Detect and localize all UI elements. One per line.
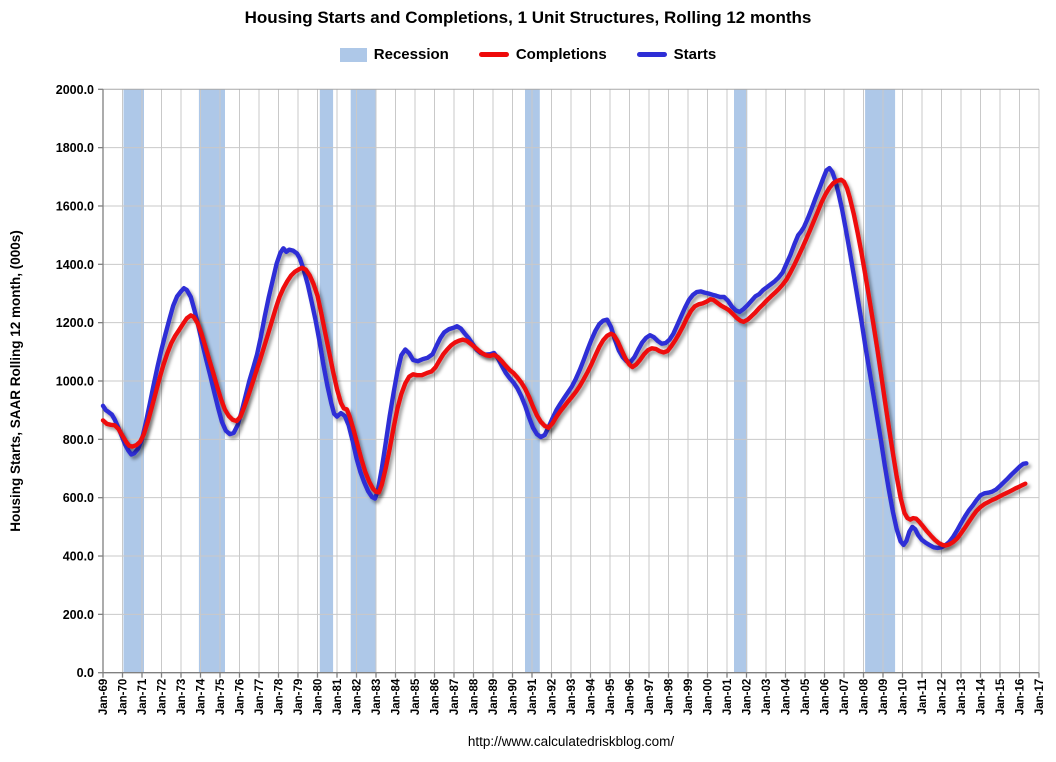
legend-label-recession: Recession: [373, 46, 449, 63]
x-tick-label: Jan-92: [547, 679, 559, 715]
chart-title: Housing Starts and Completions, 1 Unit S…: [244, 8, 812, 27]
x-tick-label: Jan-01: [722, 678, 734, 715]
x-tick-label: Jan-02: [742, 679, 754, 715]
y-tick-label: 0.0: [77, 666, 94, 680]
x-tick-label: Jan-83: [371, 679, 383, 715]
completions-swatch: [478, 52, 509, 57]
y-tick-label: 600.0: [63, 491, 94, 505]
x-tick-label: Jan-04: [781, 678, 793, 715]
y-tick-label: 1400.0: [56, 258, 94, 272]
x-tick-label: Jan-91: [527, 678, 539, 715]
x-tick-label: Jan-10: [898, 679, 910, 715]
x-tick-label: Jan-15: [995, 678, 1007, 715]
x-tick-label: Jan-70: [118, 679, 130, 715]
y-tick-label: 1200.0: [56, 316, 94, 330]
x-tick-label: Jan-85: [410, 678, 422, 715]
x-tick-label: Jan-16: [1015, 679, 1027, 715]
x-tick-label: Jan-80: [313, 679, 325, 715]
x-tick-label: Jan-88: [469, 678, 481, 715]
x-tick-label: Jan-78: [274, 678, 286, 715]
legend-item-starts: Starts: [636, 46, 717, 63]
y-tick-label: 800.0: [63, 433, 94, 447]
starts-line: [100, 165, 1029, 551]
y-tick-label: 1800.0: [56, 141, 94, 155]
x-tick-label: Jan-71: [137, 678, 149, 715]
x-tick-label: Jan-11: [917, 678, 929, 714]
x-tick-label: Jan-89: [488, 679, 500, 715]
x-tick-label: Jan-75: [215, 678, 227, 715]
x-tick-label: Jan-69: [98, 679, 110, 715]
x-tick-label: Jan-76: [235, 679, 247, 715]
x-tick-label: Jan-73: [176, 679, 188, 715]
x-tick-label: Jan-87: [449, 679, 461, 715]
y-tick-label: 2000.0: [56, 83, 94, 97]
x-tick-label: Jan-17: [1034, 679, 1046, 715]
recession-swatch: [339, 47, 367, 62]
x-tick-label: Jan-98: [664, 678, 676, 715]
x-tick-label: Jan-99: [683, 679, 695, 715]
x-tick-label: Jan-82: [352, 679, 364, 715]
x-tick-label: Jan-94: [586, 678, 598, 715]
x-tick-label: Jan-07: [839, 679, 851, 715]
y-axis-title: Housing Starts, SAAR Rolling 12 month, (…: [8, 230, 23, 532]
legend: Recession Completions Starts: [0, 46, 1056, 63]
x-tick-label: Jan-77: [254, 679, 266, 715]
x-tick-label: Jan-81: [332, 678, 344, 715]
x-tick-label: Jan-00: [703, 679, 715, 715]
x-tick-label: Jan-93: [566, 679, 578, 715]
completions-line: [100, 177, 1028, 548]
x-tick-label: Jan-86: [430, 679, 442, 715]
legend-item-recession: Recession: [339, 46, 449, 63]
x-tick-label: Jan-74: [196, 678, 208, 715]
x-tick-label: Jan-97: [644, 679, 656, 715]
x-tick-label: Jan-95: [605, 678, 617, 715]
x-tick-label: Jan-05: [800, 678, 812, 715]
x-tick-label: Jan-06: [820, 679, 832, 715]
x-tick-label: Jan-03: [761, 679, 773, 715]
x-tick-label: Jan-14: [976, 678, 988, 715]
starts-swatch: [636, 52, 667, 57]
legend-label-completions: Completions: [515, 46, 607, 63]
legend-label-starts: Starts: [673, 46, 717, 63]
footer-url: http://www.calculatedriskblog.com/: [467, 734, 675, 749]
x-tick-label: Jan-12: [937, 679, 949, 715]
x-tick-label: Jan-90: [508, 679, 520, 715]
y-tick-label: 400.0: [63, 550, 94, 564]
x-tick-label: Jan-09: [878, 679, 890, 715]
y-tick-label: 200.0: [63, 608, 94, 622]
y-tick-label: 1600.0: [56, 199, 94, 213]
x-tick-label: Jan-72: [157, 679, 169, 715]
x-tick-label: Jan-96: [625, 679, 637, 715]
x-tick-label: Jan-08: [859, 678, 871, 715]
y-tick-label: 1000.0: [56, 375, 94, 389]
x-tick-label: Jan-79: [293, 679, 305, 715]
x-tick-label: Jan-84: [391, 678, 403, 715]
legend-item-completions: Completions: [478, 46, 607, 63]
x-tick-label: Jan-13: [956, 679, 968, 715]
